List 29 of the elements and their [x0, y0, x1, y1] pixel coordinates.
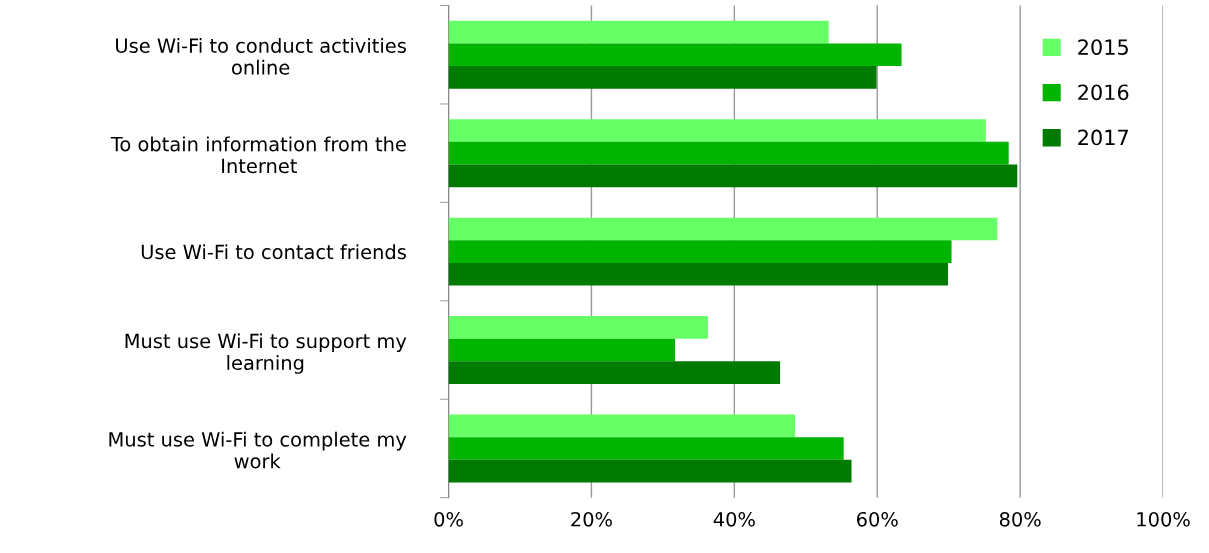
- legend-label: 2016: [1078, 84, 1129, 101]
- bar: [448, 316, 708, 339]
- x-tick-label: 20%: [571, 511, 612, 527]
- x-tick-label: 80%: [999, 511, 1041, 527]
- y-tick-label: To obtain information from the Internet: [110, 136, 406, 174]
- y-tick-label: Use Wi-Fi to contact friends: [141, 244, 406, 260]
- y-tick-label: Must use Wi-Fi to complete my work: [109, 431, 407, 469]
- y-tick-label: Must use Wi-Fi to support my learning: [125, 333, 407, 374]
- bar: [448, 141, 1009, 165]
- bar: [448, 119, 986, 142]
- x-tick-label: 60%: [857, 511, 898, 527]
- bar: [448, 20, 829, 44]
- legend-label: 2015: [1078, 39, 1128, 55]
- bar: [448, 217, 998, 241]
- legend-label: 2017: [1078, 129, 1128, 146]
- bar: [448, 164, 1018, 188]
- bar: [448, 414, 796, 438]
- y-tick-label: Use Wi-Fi to conduct activities online: [116, 37, 406, 75]
- x-tick-label: 0%: [434, 511, 463, 527]
- bar: [448, 338, 676, 362]
- bar: [448, 262, 948, 286]
- bar: [448, 437, 844, 460]
- x-tick-label: 100%: [1137, 511, 1190, 527]
- bar: [448, 459, 852, 483]
- bar: [448, 361, 781, 385]
- bar: [448, 43, 902, 67]
- bar: [448, 240, 952, 263]
- bar: [448, 66, 877, 89]
- x-tick-label: 40%: [713, 511, 755, 527]
